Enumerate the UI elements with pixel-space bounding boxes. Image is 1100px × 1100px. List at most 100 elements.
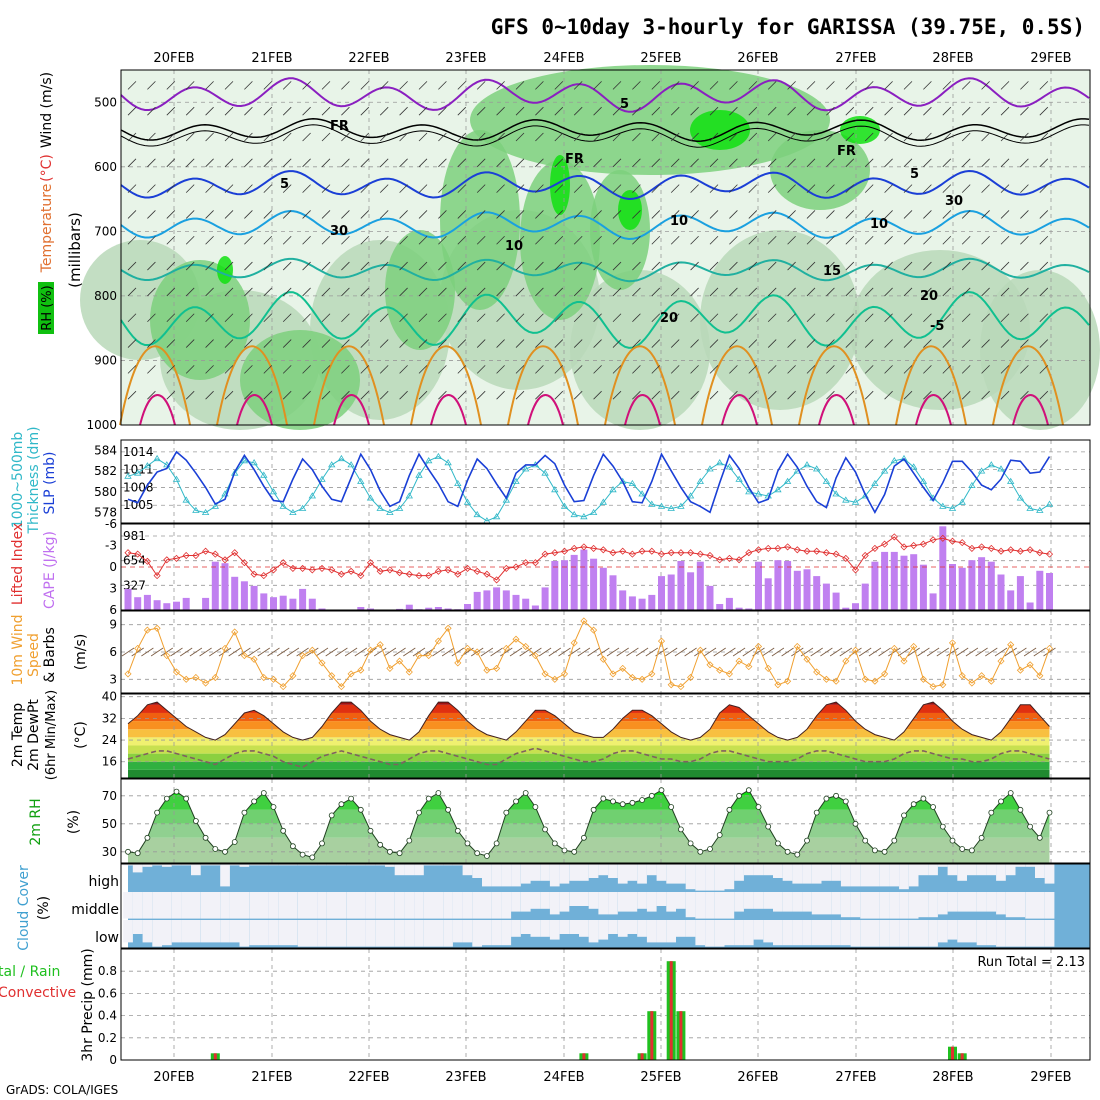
rh2m-point — [1036, 834, 1043, 841]
cloud-clear-low — [346, 920, 356, 947]
wind-barb — [806, 235, 816, 245]
wind-barb — [767, 313, 777, 323]
wind-barb — [496, 81, 505, 90]
wind-barb — [826, 184, 835, 193]
wind-barb — [632, 339, 641, 348]
wind-barb — [787, 81, 796, 90]
wind-barb — [1000, 81, 1010, 90]
wind-barb — [729, 106, 738, 116]
wind10-barb — [946, 647, 959, 657]
side-cloud: Cloud Cover — [16, 865, 32, 951]
wind-barb — [632, 235, 641, 245]
wind-barb — [651, 158, 661, 168]
slp-tick-1008: 1008 — [123, 480, 154, 494]
top-date-25FEB: 25FEB — [640, 51, 681, 66]
lifted-index-point — [803, 547, 811, 555]
cape-bar — [541, 587, 549, 610]
rh2m-point — [513, 798, 519, 805]
wind-barb — [302, 81, 311, 90]
cloud-clear-low — [676, 920, 686, 937]
top-date-23FEB: 23FEB — [445, 51, 486, 66]
rh-shading — [520, 160, 600, 320]
wind10-point — [871, 677, 879, 685]
lifted-index-point — [124, 549, 132, 557]
wind-barb — [942, 235, 952, 245]
cloud-clear-middle — [355, 892, 366, 919]
cape-bar — [464, 604, 471, 610]
thickness-point — [812, 465, 821, 472]
wind-barb — [360, 210, 370, 219]
wind-barb — [302, 184, 311, 193]
wind-barb — [341, 339, 350, 348]
cloud-clear-low — [317, 920, 327, 947]
cloud-clear-middle — [676, 892, 686, 909]
rh-band — [128, 837, 1050, 863]
wind-barb — [903, 313, 913, 323]
cloud-clear-middle — [840, 892, 851, 918]
wind-barb — [476, 158, 486, 168]
wind-barb — [302, 235, 311, 245]
wind10-barb — [257, 647, 271, 657]
wind-barb — [826, 365, 835, 374]
lifted-index-point — [541, 550, 549, 558]
wind10-point — [939, 681, 947, 689]
cloud-clear-low — [1005, 920, 1016, 947]
wind10-point — [687, 673, 695, 682]
temp-contour-25 — [313, 345, 385, 426]
thickness-point — [347, 461, 355, 468]
wind-barb — [185, 261, 195, 271]
wind-barb — [282, 339, 292, 348]
wind-barb — [1000, 106, 1010, 116]
wind-barb — [923, 106, 932, 116]
cape-bar — [764, 578, 772, 610]
cape-bar — [997, 574, 1005, 610]
wind-barb — [244, 365, 253, 374]
wind-barb — [535, 81, 544, 90]
thickness-point — [725, 463, 734, 470]
rh2m-point — [901, 812, 907, 819]
wind-barb — [670, 313, 680, 323]
wind-barb — [554, 390, 564, 400]
wind10-barb — [965, 647, 979, 657]
wind-barb — [670, 235, 680, 245]
lifted-index-point — [376, 567, 384, 575]
cloud-clear-middle — [423, 892, 434, 919]
wind-barb — [476, 235, 486, 245]
cloud-clear-middle — [288, 892, 298, 919]
wind-barb — [884, 132, 893, 142]
wind-barb — [1020, 390, 1029, 400]
thickness-point — [774, 486, 782, 493]
wind-barb — [438, 235, 447, 245]
cloud-clear-middle — [850, 892, 861, 918]
wind-barb — [651, 313, 661, 323]
cloud-clear-middle — [559, 892, 570, 912]
wind-barb — [185, 390, 195, 400]
wind10-point — [522, 642, 530, 651]
wind-barb — [360, 184, 370, 193]
wind-barb — [418, 235, 428, 245]
rh2m-frame — [120, 778, 1091, 864]
cape-bar — [842, 607, 850, 610]
thickness-point — [735, 475, 743, 482]
wind10-point — [619, 664, 627, 672]
cloud-clear-middle — [870, 892, 880, 919]
rh2m-point — [648, 792, 655, 799]
rh2m-point — [416, 809, 422, 816]
cloud-clear-low — [579, 920, 589, 937]
temp-contour-25 — [410, 345, 482, 426]
rh2m-point — [765, 823, 772, 830]
wind-barb — [379, 184, 389, 193]
cloud-clear-middle — [210, 892, 221, 919]
cape-bar — [1007, 590, 1015, 610]
lifted-index-point — [881, 540, 889, 548]
wind-barb — [632, 184, 641, 193]
cloud-clear-high — [268, 864, 279, 866]
rh2m-point — [707, 846, 713, 852]
cloud-clear-high — [831, 864, 841, 881]
wind-barb — [961, 81, 971, 90]
cape-bar — [396, 608, 404, 610]
thickness-point — [230, 469, 239, 476]
side-precip-conv: Convective — [0, 985, 76, 1001]
wind-barb — [438, 81, 447, 90]
wind-barb — [864, 235, 874, 245]
